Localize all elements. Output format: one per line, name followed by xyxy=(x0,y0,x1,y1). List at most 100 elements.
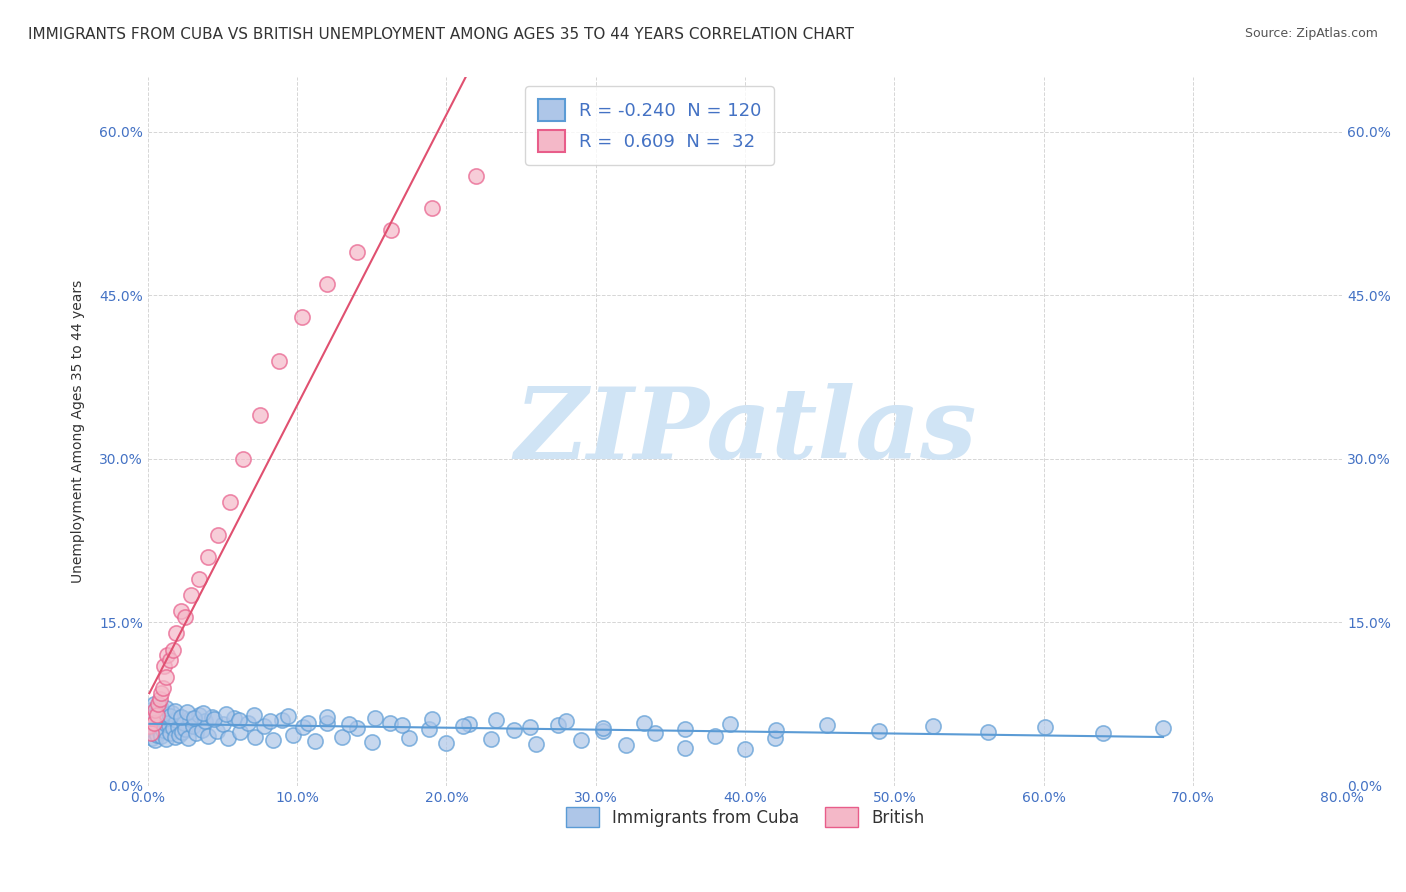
Point xyxy=(245,730,267,744)
Point xyxy=(167,728,190,742)
Point xyxy=(142,715,165,730)
Point xyxy=(194,714,217,729)
Point xyxy=(142,697,165,711)
Point xyxy=(228,714,250,728)
Point xyxy=(139,726,162,740)
Point xyxy=(149,705,172,719)
Point xyxy=(418,722,440,736)
Point xyxy=(181,719,204,733)
Point xyxy=(162,642,184,657)
Point xyxy=(152,681,174,695)
Point xyxy=(170,604,193,618)
Point xyxy=(170,710,193,724)
Point xyxy=(150,686,173,700)
Point xyxy=(219,495,242,509)
Point xyxy=(398,731,420,745)
Point xyxy=(138,719,160,733)
Point xyxy=(155,670,177,684)
Point xyxy=(214,706,236,721)
Point xyxy=(232,451,254,466)
Point xyxy=(177,731,200,745)
Point xyxy=(191,706,214,720)
Point xyxy=(673,740,696,755)
Point xyxy=(153,709,176,723)
Point xyxy=(592,721,614,735)
Point xyxy=(457,716,479,731)
Point xyxy=(139,702,162,716)
Point xyxy=(592,724,614,739)
Point xyxy=(205,724,228,739)
Point xyxy=(420,712,443,726)
Point xyxy=(146,728,169,742)
Text: Source: ZipAtlas.com: Source: ZipAtlas.com xyxy=(1244,27,1378,40)
Point xyxy=(152,723,174,738)
Point xyxy=(179,712,201,726)
Point xyxy=(673,722,696,736)
Point xyxy=(149,725,172,739)
Text: ZIPatlas: ZIPatlas xyxy=(513,384,976,480)
Point xyxy=(173,715,195,730)
Point xyxy=(391,718,413,732)
Point xyxy=(163,704,186,718)
Point xyxy=(1092,726,1115,740)
Point xyxy=(155,701,177,715)
Point xyxy=(157,718,180,732)
Point xyxy=(554,714,576,729)
Point xyxy=(763,731,786,745)
Point xyxy=(360,735,382,749)
Point xyxy=(141,731,163,745)
Text: IMMIGRANTS FROM CUBA VS BRITISH UNEMPLOYMENT AMONG AGES 35 TO 44 YEARS CORRELATI: IMMIGRANTS FROM CUBA VS BRITISH UNEMPLOY… xyxy=(28,27,853,42)
Point xyxy=(197,729,219,743)
Point xyxy=(149,691,172,706)
Point xyxy=(180,588,202,602)
Point xyxy=(166,720,188,734)
Point xyxy=(141,715,163,730)
Point xyxy=(149,699,172,714)
Point xyxy=(292,720,315,734)
Point xyxy=(420,201,443,215)
Point xyxy=(502,723,524,738)
Point xyxy=(977,725,1000,739)
Point xyxy=(156,711,179,725)
Point xyxy=(143,733,166,747)
Point xyxy=(141,712,163,726)
Point xyxy=(316,710,339,724)
Point xyxy=(259,714,281,729)
Y-axis label: Unemployment Among Ages 35 to 44 years: Unemployment Among Ages 35 to 44 years xyxy=(72,280,86,583)
Point xyxy=(436,736,458,750)
Point xyxy=(146,705,169,719)
Point xyxy=(184,726,207,740)
Point xyxy=(277,709,299,723)
Point xyxy=(165,626,187,640)
Point xyxy=(165,714,187,728)
Point xyxy=(922,719,945,733)
Point xyxy=(174,722,197,736)
Point xyxy=(211,716,233,731)
Point xyxy=(146,708,169,723)
Point xyxy=(519,720,541,734)
Point xyxy=(160,706,183,720)
Point xyxy=(159,709,181,723)
Point xyxy=(143,716,166,731)
Point xyxy=(159,653,181,667)
Point xyxy=(183,711,205,725)
Point xyxy=(142,724,165,739)
Point xyxy=(197,549,219,564)
Point xyxy=(229,725,252,739)
Point xyxy=(262,733,284,747)
Point xyxy=(378,715,401,730)
Point xyxy=(143,702,166,716)
Point xyxy=(569,733,592,747)
Point xyxy=(868,724,890,739)
Point xyxy=(815,718,838,732)
Point xyxy=(614,739,637,753)
Point xyxy=(364,711,387,725)
Point xyxy=(718,716,741,731)
Point xyxy=(148,719,170,733)
Point xyxy=(187,572,209,586)
Point xyxy=(633,715,655,730)
Point xyxy=(152,706,174,721)
Point xyxy=(269,353,291,368)
Point xyxy=(249,409,271,423)
Point xyxy=(1033,720,1056,734)
